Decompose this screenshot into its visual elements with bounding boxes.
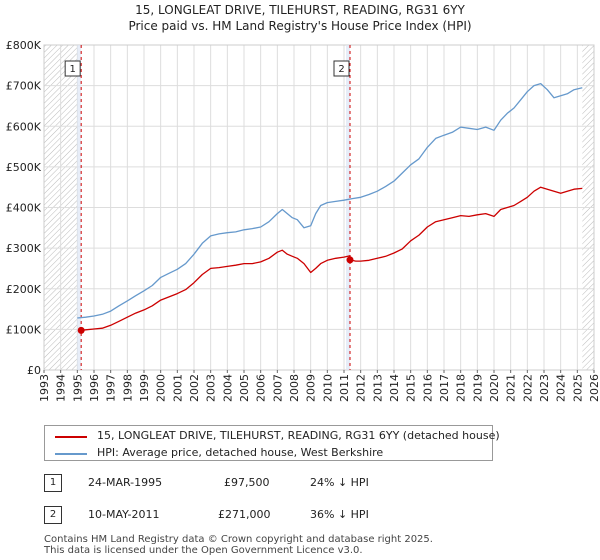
x-tick-label: 2006 [255,374,268,402]
x-tick-label: 1993 [38,374,51,402]
x-tick-label: 2026 [588,374,600,402]
chart-subtitle: Price paid vs. HM Land Registry's House … [128,19,472,33]
y-tick-label: £700K [6,80,42,93]
x-tick-label: 2009 [305,374,318,402]
x-tick-label: 1995 [71,374,84,402]
x-tick-label: 2013 [371,374,384,402]
legend-label-hpi: HPI: Average price, detached house, West… [97,446,384,459]
chart-title: 15, LONGLEAT DRIVE, TILEHURST, READING, … [135,3,465,17]
x-tick-label: 2023 [538,374,551,402]
x-tick-label: 1994 [55,374,68,402]
x-tick-label: 1997 [105,374,118,402]
y-tick-label: £300K [6,242,42,255]
y-tick-label: £400K [6,202,42,215]
y-tick-label: £100K [6,323,42,336]
sale-date-1: 24-MAR-1995 [88,476,163,489]
price-chart: £0 £100K £200K £300K £400K £500K £600K £700K £80… [6,39,600,402]
x-tick-label: 2004 [221,374,234,402]
x-tick-label: 2008 [288,374,301,402]
sale-highlight-band [346,45,350,370]
x-tick-label: 2017 [438,374,451,402]
footer-licence: This data is licensed under the Open Gov… [44,545,363,556]
legend: 15, LONGLEAT DRIVE, TILEHURST, READING, … [44,425,500,461]
sale-marker-box [333,60,350,77]
x-tick-label: 2014 [388,374,401,402]
x-tick-label: 2000 [155,374,168,402]
x-tick-label: 2010 [321,374,334,402]
x-tick-label: 2022 [521,374,534,402]
hpi-line [77,82,583,319]
y-tick-label: £200K [6,283,42,296]
x-tick-label: 2024 [555,374,568,402]
x-tick-label: 1996 [88,374,101,402]
sale-marker-label: 2 [338,64,344,75]
x-tick-label: 2001 [171,374,184,402]
sale-marker-label: 1 [69,64,75,75]
x-tick-label: 2002 [188,374,201,402]
sale-hpi-1: 24% ↓ HPI [310,476,369,489]
legend-label-property: 15, LONGLEAT DRIVE, TILEHURST, READING, … [97,429,500,442]
sale-badge-2: 2 [44,506,62,524]
x-tick-label: 2003 [205,374,218,402]
sale-price-2: £271,000 [218,508,271,521]
sale-badge-1: 1 [44,474,62,492]
sale-highlight-band [77,45,82,370]
legend-swatch-property [55,436,87,438]
y-tick-label: £600K [6,120,42,133]
x-tick-label: 2018 [455,374,468,402]
property-price-line [81,186,583,332]
y-tick-label: £500K [6,161,42,174]
sale-point [77,326,85,334]
x-tick-label: 2012 [355,374,368,402]
x-tick-label: 2016 [421,374,434,402]
sale-date-2: 10-MAY-2011 [88,508,160,521]
sale-point [346,256,354,264]
x-tick-label: 2007 [271,374,284,402]
x-tick-label: 2020 [488,374,501,402]
y-tick-label: £0 [27,364,41,377]
x-tick-label: 1998 [121,374,134,402]
sale-hpi-2: 36% ↓ HPI [310,508,369,521]
plot-frame [43,44,595,371]
x-tick-label: 2021 [505,374,518,402]
legend-swatch-hpi [55,453,87,455]
sale-marker-1: 1 [64,60,81,77]
x-tick-label: 2025 [571,374,584,402]
sale-price-1: £97,500 [224,476,270,489]
x-tick-label: 2005 [238,374,251,402]
y-tick-label: £800K [6,39,42,52]
sale-marker-box [64,60,81,77]
x-tick-label: 2011 [338,374,351,402]
x-tick-label: 2015 [405,374,418,402]
sale-marker-2: 2 [333,60,350,77]
footer-copyright: Contains HM Land Registry data © Crown c… [44,534,433,545]
x-tick-label: 1999 [138,374,151,402]
x-tick-label: 2019 [471,374,484,402]
